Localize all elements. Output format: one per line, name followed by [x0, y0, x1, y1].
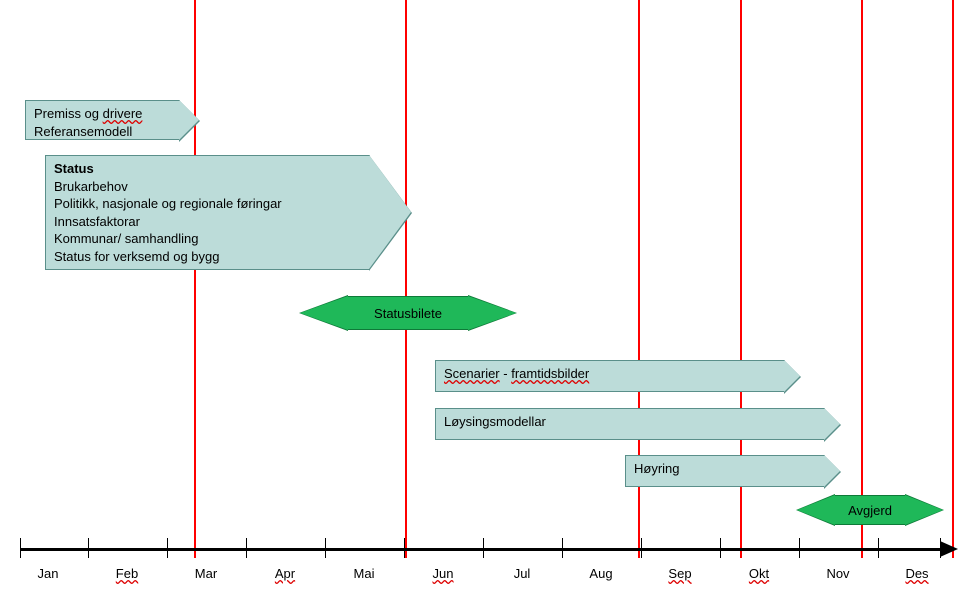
- milestone-line: [861, 0, 863, 558]
- timeline-chart: Jan Feb Mar Apr Mai Jun Jul Aug Sep Okt Nov Des Pre…: [0, 0, 963, 613]
- axis-tick: [483, 538, 484, 558]
- month-label: Sep: [668, 566, 691, 581]
- axis-tick: [325, 538, 326, 558]
- month-label: Feb: [116, 566, 138, 581]
- month-label: Jul: [514, 566, 531, 581]
- axis-tick: [404, 538, 405, 558]
- milestone-statusbilete: Statusbilete: [348, 296, 468, 330]
- axis-tick: [20, 538, 21, 558]
- phase-premiss: Premiss og drivereReferansemodell: [25, 100, 180, 140]
- axis-tick: [246, 538, 247, 558]
- month-label: Mai: [354, 566, 375, 581]
- axis-tick: [878, 538, 879, 558]
- phase-text: Premiss og drivereReferansemodell: [34, 105, 142, 140]
- time-axis: [20, 548, 943, 551]
- axis-arrowhead: [940, 541, 958, 557]
- month-label: Mar: [195, 566, 217, 581]
- month-label: Jan: [38, 566, 59, 581]
- month-label: Apr: [275, 566, 295, 581]
- phase-hoyring: Høyring: [625, 455, 825, 487]
- milestone-line: [194, 0, 196, 558]
- milestone-line: [952, 0, 954, 558]
- phase-loysing: Løysingsmodellar: [435, 408, 825, 440]
- month-label: Aug: [589, 566, 612, 581]
- phase-scenarier: Scenarier - framtidsbilder: [435, 360, 785, 392]
- axis-tick: [167, 538, 168, 558]
- milestone-line: [405, 0, 407, 558]
- axis-tick: [799, 538, 800, 558]
- month-label: Nov: [826, 566, 849, 581]
- milestone-avgjerd: Avgjerd: [835, 495, 905, 525]
- month-label: Jun: [433, 566, 454, 581]
- axis-tick: [562, 538, 563, 558]
- milestone-label: Statusbilete: [348, 296, 468, 330]
- phase-text: StatusBrukarbehovPolitikk, nasjonale og …: [54, 160, 282, 265]
- axis-tick: [88, 538, 89, 558]
- month-label: Des: [905, 566, 928, 581]
- phase-text: Høyring: [634, 460, 680, 478]
- phase-text: Løysingsmodellar: [444, 413, 546, 431]
- axis-tick: [641, 538, 642, 558]
- phase-text: Scenarier - framtidsbilder: [444, 365, 589, 383]
- month-label: Okt: [749, 566, 769, 581]
- phase-status: StatusBrukarbehovPolitikk, nasjonale og …: [45, 155, 370, 270]
- axis-tick: [720, 538, 721, 558]
- milestone-label: Avgjerd: [835, 495, 905, 525]
- axis-tick: [940, 538, 941, 558]
